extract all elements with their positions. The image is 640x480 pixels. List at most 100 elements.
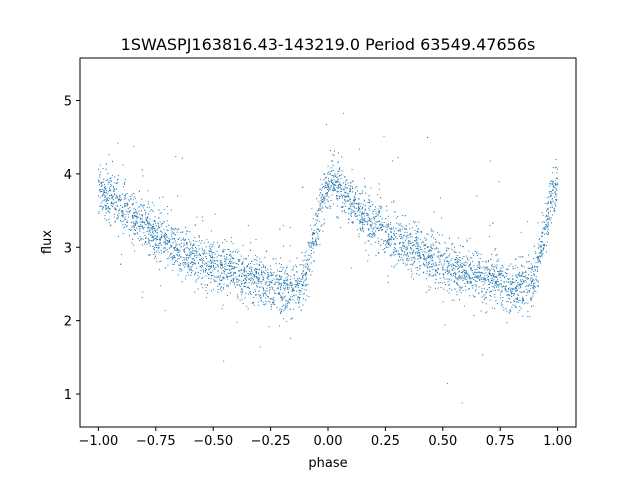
data-point [166,235,168,237]
data-point [499,283,501,285]
data-point [416,244,418,246]
data-point [336,216,338,218]
data-point [332,182,334,184]
data-point [500,302,502,304]
data-point [547,208,549,210]
data-point [171,245,173,247]
data-point [158,225,160,227]
data-point [316,229,318,231]
data-point [499,276,501,278]
data-point [430,266,432,268]
data-point [388,233,390,235]
data-point [230,241,232,243]
data-point [98,168,99,170]
data-point [462,279,464,281]
data-point [155,230,157,232]
data-point [268,281,270,283]
data-point [129,234,130,236]
data-point [496,260,498,262]
data-point [118,235,119,237]
data-point [327,184,328,186]
data-point [457,279,459,281]
data-point [372,204,374,206]
data-point [255,272,257,274]
data-point [411,259,413,261]
data-point [285,285,287,287]
data-point [384,248,385,249]
data-point [208,277,210,279]
data-point [401,247,403,249]
data-point [115,197,116,199]
data-point [362,206,364,208]
data-point [396,222,398,224]
data-point [480,277,482,279]
data-point [525,272,527,273]
data-point [378,240,380,242]
data-point [430,236,432,238]
data-point [358,210,359,212]
data-point [155,238,157,240]
data-point [410,247,412,249]
data-point [372,228,374,230]
data-point [304,273,306,275]
data-point [539,261,541,262]
data-point [209,273,211,275]
data-point [540,244,542,246]
data-point [139,221,141,223]
data-point [423,256,425,258]
data-point [127,208,129,210]
data-point [214,260,216,262]
data-point [490,274,492,276]
data-point [386,205,388,207]
data-point [381,221,383,223]
data-point [260,299,262,301]
data-point [533,289,535,291]
data-point [399,228,401,230]
data-point [527,261,529,263]
data-point [299,280,300,282]
data-point [358,148,360,150]
data-point [519,309,521,311]
data-point [478,253,480,255]
data-point [107,210,109,212]
data-point [382,225,384,227]
data-point [470,269,472,271]
data-point [347,200,349,202]
data-point [243,280,244,281]
data-point [226,265,228,266]
data-point [176,261,178,263]
data-point [253,278,255,280]
data-point [427,262,429,264]
data-point [99,164,101,166]
data-point [347,218,349,220]
data-point [123,182,125,184]
data-point [232,262,234,264]
data-point [544,226,546,228]
data-point [256,286,258,288]
data-point [121,212,123,214]
data-point [520,231,522,233]
data-point [185,262,187,263]
data-point [481,281,483,282]
data-point [489,273,491,275]
data-point [104,204,106,206]
data-point [250,294,252,296]
data-point [326,183,328,184]
data-point [479,267,481,269]
x-tick-label: −1.00 [78,434,118,449]
data-point [217,289,219,290]
data-point [337,198,338,199]
data-point [265,290,267,292]
data-point [430,247,432,249]
data-point [520,275,522,277]
data-point [367,260,369,262]
data-point [409,228,411,230]
data-point [296,285,298,287]
data-point [352,209,354,211]
data-point [336,181,338,183]
data-point [556,189,558,191]
data-point [171,246,173,248]
data-point [223,276,225,278]
data-point [119,194,121,196]
data-point [329,188,331,190]
